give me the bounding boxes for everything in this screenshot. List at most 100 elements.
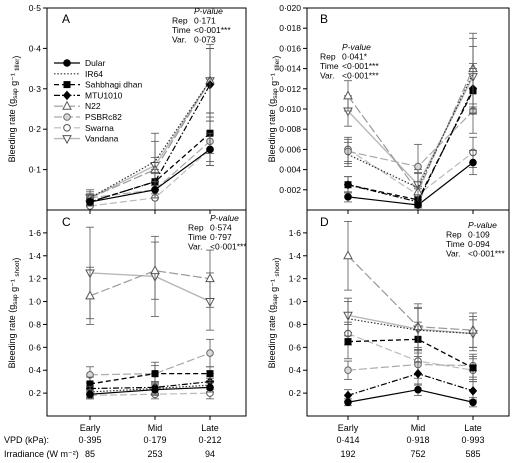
data-point bbox=[206, 370, 214, 378]
stats-value: <0·001*** bbox=[210, 242, 247, 252]
series-line bbox=[89, 80, 211, 199]
stats-label: Var. bbox=[320, 71, 335, 81]
data-point bbox=[86, 390, 94, 399]
stats-value: <0·001*** bbox=[468, 249, 505, 259]
legend-entry-swarna: Swarna bbox=[54, 123, 114, 133]
y-tick-label: 0·018 bbox=[279, 23, 301, 33]
y-tick-label: 0·006 bbox=[279, 144, 301, 154]
stats-value: 0·073 bbox=[194, 35, 216, 45]
plot-frame bbox=[306, 209, 510, 417]
y-tick-label: 0·020 bbox=[279, 3, 301, 13]
series-line bbox=[347, 389, 474, 403]
panel-letter: B bbox=[320, 12, 328, 26]
stats-value: <0·001*** bbox=[342, 71, 379, 81]
data-point bbox=[86, 198, 94, 206]
stats-label: Var. bbox=[188, 242, 203, 252]
vpd-label: VPD (kPa): bbox=[4, 435, 49, 445]
series-dular bbox=[344, 383, 477, 408]
stats-label: Time bbox=[172, 25, 191, 35]
data-point bbox=[206, 349, 214, 357]
data-point bbox=[343, 390, 353, 401]
plot-frame bbox=[46, 209, 247, 417]
stats-header: P-value bbox=[210, 213, 239, 223]
data-point bbox=[151, 186, 159, 194]
data-point bbox=[205, 273, 215, 283]
legend-entry-psbrc82: PSBRc82 bbox=[54, 112, 122, 122]
legend-marker bbox=[63, 113, 71, 121]
legend-label: Vandana bbox=[85, 134, 119, 144]
panels: A 0·1 0·2 0·3 0·4 0·5 Bleeding rate (gsap g⁻¹ … bbox=[7, 3, 510, 433]
series-ir64 bbox=[344, 301, 477, 354]
series-mtu1010 bbox=[343, 63, 478, 208]
series-line bbox=[347, 338, 474, 369]
stats-value: <0·001*** bbox=[342, 61, 379, 71]
data-point bbox=[151, 385, 159, 394]
stats-value: <0·001*** bbox=[194, 25, 231, 35]
data-point bbox=[414, 162, 422, 171]
legend-label: Swarna bbox=[85, 123, 114, 133]
irradiance-value: 94 bbox=[205, 449, 215, 459]
legend-entry-mtu1010: MTU1010 bbox=[54, 90, 123, 100]
stats-value: 0·109 bbox=[468, 230, 490, 240]
series-line bbox=[89, 84, 211, 203]
series-line bbox=[89, 80, 211, 199]
stats-label: Var. bbox=[172, 35, 187, 45]
legend-entry-ir64: IR64 bbox=[54, 69, 103, 79]
panel-letter: C bbox=[62, 215, 71, 229]
data-point bbox=[206, 383, 214, 392]
y-tick-label: 0·3 bbox=[29, 84, 42, 94]
vpd-value: 0·212 bbox=[198, 435, 221, 445]
stats-value: 0·094 bbox=[468, 239, 490, 249]
vpd-value: 0·918 bbox=[406, 435, 429, 445]
y-tick-label: 0·008 bbox=[279, 124, 301, 134]
series-line bbox=[89, 373, 210, 385]
y-tick-label: 1·2 bbox=[29, 274, 42, 284]
plot-frame bbox=[46, 7, 247, 211]
legend-label: PSBRc82 bbox=[85, 112, 122, 122]
vpd-value: 0·414 bbox=[336, 435, 359, 445]
x-tick-label: Late bbox=[201, 423, 219, 433]
panel-d: D 0·2 0·4 0·6 0·8 1·0 1·2 1·4 1·6 Early Mid Late Ble… bbox=[267, 209, 510, 433]
vpd-value: 0·993 bbox=[461, 435, 484, 445]
y-tick-label: 0·2 bbox=[289, 388, 302, 398]
series-line bbox=[347, 68, 474, 194]
stats-value: 0·574 bbox=[210, 223, 232, 233]
vpd-value: 0·179 bbox=[143, 435, 166, 445]
data-point bbox=[469, 364, 477, 372]
data-point bbox=[151, 370, 159, 378]
series-dular bbox=[86, 382, 214, 400]
irradiance-value: 192 bbox=[340, 449, 355, 459]
legend-label: N22 bbox=[85, 101, 101, 111]
irradiance-value: 85 bbox=[85, 449, 95, 459]
x-tick-label: Late bbox=[464, 423, 482, 433]
y-tick-label: 0·8 bbox=[289, 319, 302, 329]
y-tick-label: 0·2 bbox=[29, 388, 42, 398]
stats-label: Time bbox=[188, 232, 207, 242]
y-tick-label: 1·6 bbox=[289, 228, 302, 238]
panel-letter: D bbox=[320, 215, 329, 229]
legend-label: Dular bbox=[85, 58, 105, 68]
stats-header: P-value bbox=[194, 6, 223, 16]
y-tick-label: 1·0 bbox=[29, 297, 42, 307]
irradiance-label: Irradiance (W m⁻²) bbox=[4, 449, 79, 459]
y-tick-label: 1·2 bbox=[289, 274, 302, 284]
x-tick-label: Early bbox=[80, 423, 101, 433]
data-point bbox=[413, 368, 423, 379]
y-tick-label: 0·010 bbox=[279, 104, 301, 114]
y-tick-label: 0·1 bbox=[29, 165, 42, 175]
data-point bbox=[150, 265, 160, 275]
y-tick-label: 0·014 bbox=[279, 64, 301, 74]
legend-entry-sahbhagi-dhan: Sahbhagi dhan bbox=[54, 80, 142, 90]
series-line bbox=[347, 73, 474, 189]
stats-header: P-value bbox=[342, 42, 371, 52]
series-line bbox=[89, 140, 211, 199]
data-point bbox=[344, 181, 352, 189]
y-tick-label: 0·4 bbox=[289, 365, 302, 375]
stats-label: Rep bbox=[446, 230, 462, 240]
stats-label: Time bbox=[320, 61, 339, 71]
series-swarna bbox=[344, 321, 477, 383]
